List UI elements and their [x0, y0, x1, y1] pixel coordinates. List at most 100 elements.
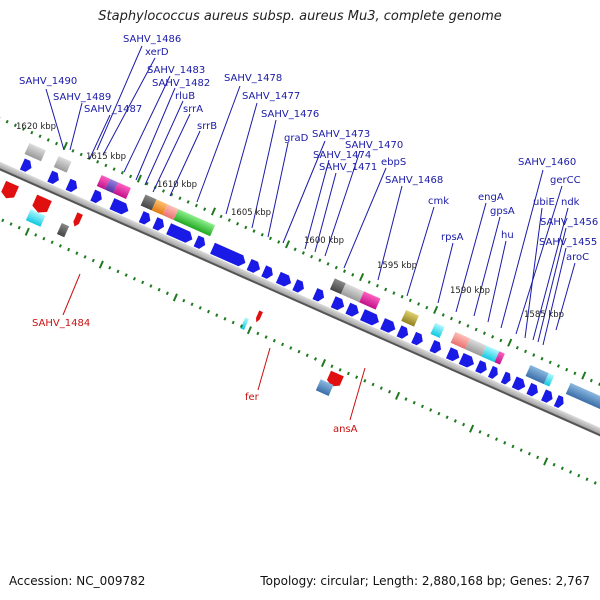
forward-gene-arrow — [360, 309, 379, 326]
leader-line — [152, 113, 191, 193]
tick-mark — [482, 331, 486, 335]
gene-label[interactable]: SAHV_1490 — [19, 76, 77, 87]
tick-mark — [301, 251, 305, 255]
tick-mark — [203, 207, 207, 211]
gene-label[interactable]: engA — [478, 192, 504, 203]
tick-mark — [593, 481, 597, 485]
tick-mark — [408, 298, 412, 303]
genome-title: Staphylococcus aureus subsp. aureus Mu3,… — [98, 9, 502, 24]
tick-mark — [96, 160, 100, 164]
gene-label[interactable]: SAHV_1456 — [540, 217, 598, 228]
forward-gene-arrow — [275, 271, 292, 287]
gene-label[interactable]: SAHV_1478 — [224, 73, 282, 84]
leader-line — [257, 347, 271, 391]
topology-text: Topology: circular; Length: 2,880,168 bp… — [260, 574, 590, 588]
forward-gene-arrow — [345, 302, 359, 317]
gene-label[interactable]: ndk — [561, 197, 580, 208]
tick-mark — [412, 400, 416, 405]
gene-label[interactable]: SAHV_1487 — [84, 104, 142, 115]
gene-label[interactable]: SAHV_1473 — [312, 129, 370, 140]
tick-mark — [116, 269, 120, 274]
feature-box — [25, 209, 46, 227]
gene-label[interactable]: SAHV_1484 — [32, 318, 90, 329]
feature-box — [481, 345, 500, 363]
gene-label[interactable]: rpsA — [441, 232, 464, 243]
gene-label[interactable]: SAHV_1455 — [539, 237, 597, 248]
reverse-gene-row — [1, 180, 344, 396]
tick-mark — [108, 266, 112, 270]
gene-label[interactable]: ebpS — [381, 157, 406, 168]
gene-label[interactable]: SAHV_1483 — [147, 65, 205, 76]
kbp-label: 1615 kbp — [86, 152, 126, 162]
tick-mark — [494, 437, 499, 441]
forward-gene-arrow — [411, 331, 423, 346]
tick-mark — [556, 364, 560, 368]
leader-line — [135, 87, 176, 181]
leader-line — [225, 102, 258, 215]
gene-label[interactable]: SAHV_1474 — [313, 150, 371, 161]
forward-gene-arrow — [553, 395, 564, 408]
tick-mark — [318, 258, 322, 263]
gene-label[interactable]: cmk — [428, 196, 449, 207]
leader-line — [123, 75, 171, 173]
gene-label[interactable]: srrB — [197, 121, 217, 132]
gene-label[interactable]: SAHV_1476 — [261, 109, 319, 120]
kbp-label: 1590 kbp — [450, 286, 490, 296]
tick-mark — [355, 375, 359, 379]
tick-mark — [281, 342, 285, 347]
genome-backbone — [0, 146, 600, 461]
leader-line — [473, 216, 501, 317]
gene-label[interactable]: gpsA — [490, 206, 515, 217]
gene-label[interactable]: ubiE — [533, 197, 555, 208]
tick-mark — [198, 306, 202, 310]
gene-label[interactable]: rluB — [175, 91, 195, 102]
forward-gene-arrow — [312, 288, 325, 302]
gene-label[interactable]: fer — [245, 392, 260, 403]
label-leader-lines — [45, 45, 576, 421]
leader-line — [455, 202, 487, 313]
leader-line — [542, 247, 567, 346]
tick-mark — [441, 313, 445, 317]
tick-mark — [24, 227, 30, 236]
gene-label[interactable]: srrA — [183, 104, 203, 115]
tick-mark — [536, 455, 540, 460]
tick-mark — [371, 382, 375, 387]
tick-mark — [236, 222, 240, 226]
gene-label[interactable]: SAHV_1471 — [319, 162, 377, 173]
tick-mark — [172, 293, 178, 302]
tick-mark — [363, 379, 367, 383]
gene-label[interactable]: aroC — [566, 252, 589, 263]
gene-label[interactable]: xerD — [145, 47, 169, 58]
gene-label[interactable]: SAHV_1482 — [152, 78, 210, 89]
forward-gene-arrow — [210, 242, 246, 267]
gene-label[interactable]: gerCC — [550, 175, 581, 186]
feature-box — [96, 175, 110, 190]
reverse-gene-arrow — [326, 370, 344, 387]
leader-line — [537, 227, 567, 343]
leader-line — [62, 273, 81, 316]
gene-label[interactable]: ansA — [333, 424, 358, 435]
feature-box — [340, 283, 365, 303]
tick-mark — [449, 316, 454, 321]
tick-mark — [272, 338, 276, 343]
gene-label[interactable]: SAHV_1468 — [385, 175, 443, 186]
tick-mark — [515, 345, 519, 350]
gene-label[interactable]: SAHV_1477 — [242, 91, 300, 102]
tick-mark — [375, 283, 379, 288]
leader-line — [102, 57, 156, 156]
tick-mark — [1, 218, 5, 223]
tick-mark — [293, 247, 297, 252]
tick-mark — [420, 404, 424, 409]
gene-label[interactable]: SAHV_1489 — [53, 92, 111, 103]
tick-mark — [104, 163, 108, 168]
gene-label[interactable]: SAHV_1460 — [518, 157, 576, 168]
gene-label[interactable]: SAHV_1470 — [345, 140, 403, 151]
gene-label[interactable]: hu — [501, 230, 514, 241]
tick-mark — [589, 378, 593, 383]
gene-label[interactable]: graD — [284, 133, 309, 144]
feature-box — [359, 291, 381, 310]
tick-mark — [469, 424, 475, 433]
gene-label[interactable]: SAHV_1486 — [123, 34, 181, 45]
feature-row-top — [24, 143, 600, 423]
tick-mark — [190, 302, 194, 307]
